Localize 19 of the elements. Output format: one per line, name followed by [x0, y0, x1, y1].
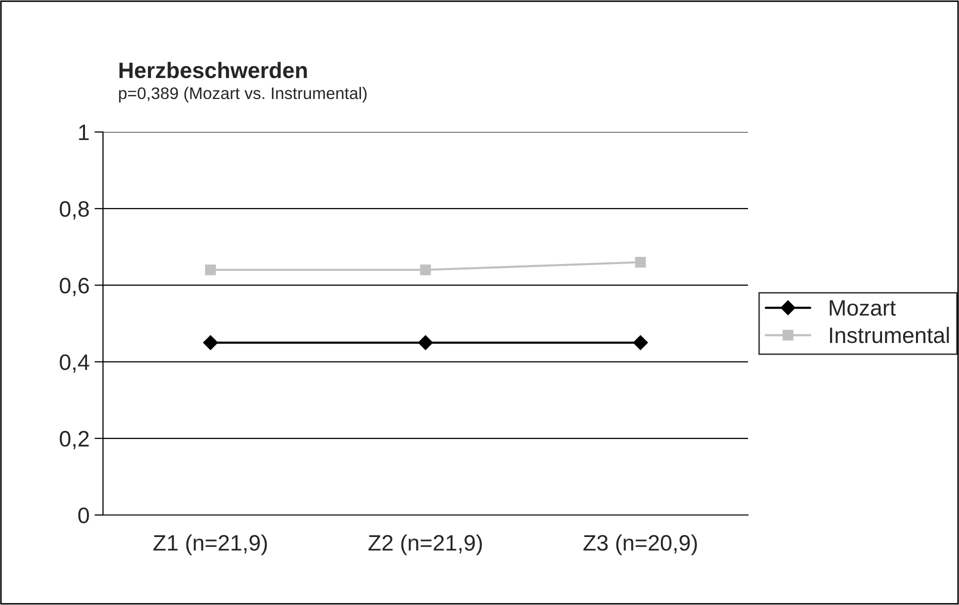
x-tick-label: Z3 (n=20,9)	[583, 534, 697, 556]
y-tick-label: 0,4	[60, 354, 90, 373]
point	[418, 335, 433, 350]
point	[420, 264, 431, 276]
y-tick-label: 0,6	[60, 278, 89, 296]
legend-label: Mozart	[830, 300, 896, 316]
x-tick-label: Z1 (n=21,9)	[153, 534, 267, 556]
point	[205, 264, 216, 276]
x-tick-label: Z2 (n=21,9)	[368, 534, 482, 556]
y-tick-label: 0,8	[60, 201, 89, 220]
chart-title: Herzbeschwerden	[119, 62, 307, 78]
point	[203, 335, 218, 350]
y-tick-label: 0	[78, 508, 89, 524]
point	[635, 256, 646, 268]
y-tick-label: 1	[79, 124, 89, 140]
point	[633, 335, 648, 350]
y-tick-label: 0,2	[60, 430, 89, 450]
chart-subtitle: p=0,389 (Mozart vs. Instrumental)	[119, 86, 367, 102]
legend-label: Instrumental	[830, 326, 949, 344]
